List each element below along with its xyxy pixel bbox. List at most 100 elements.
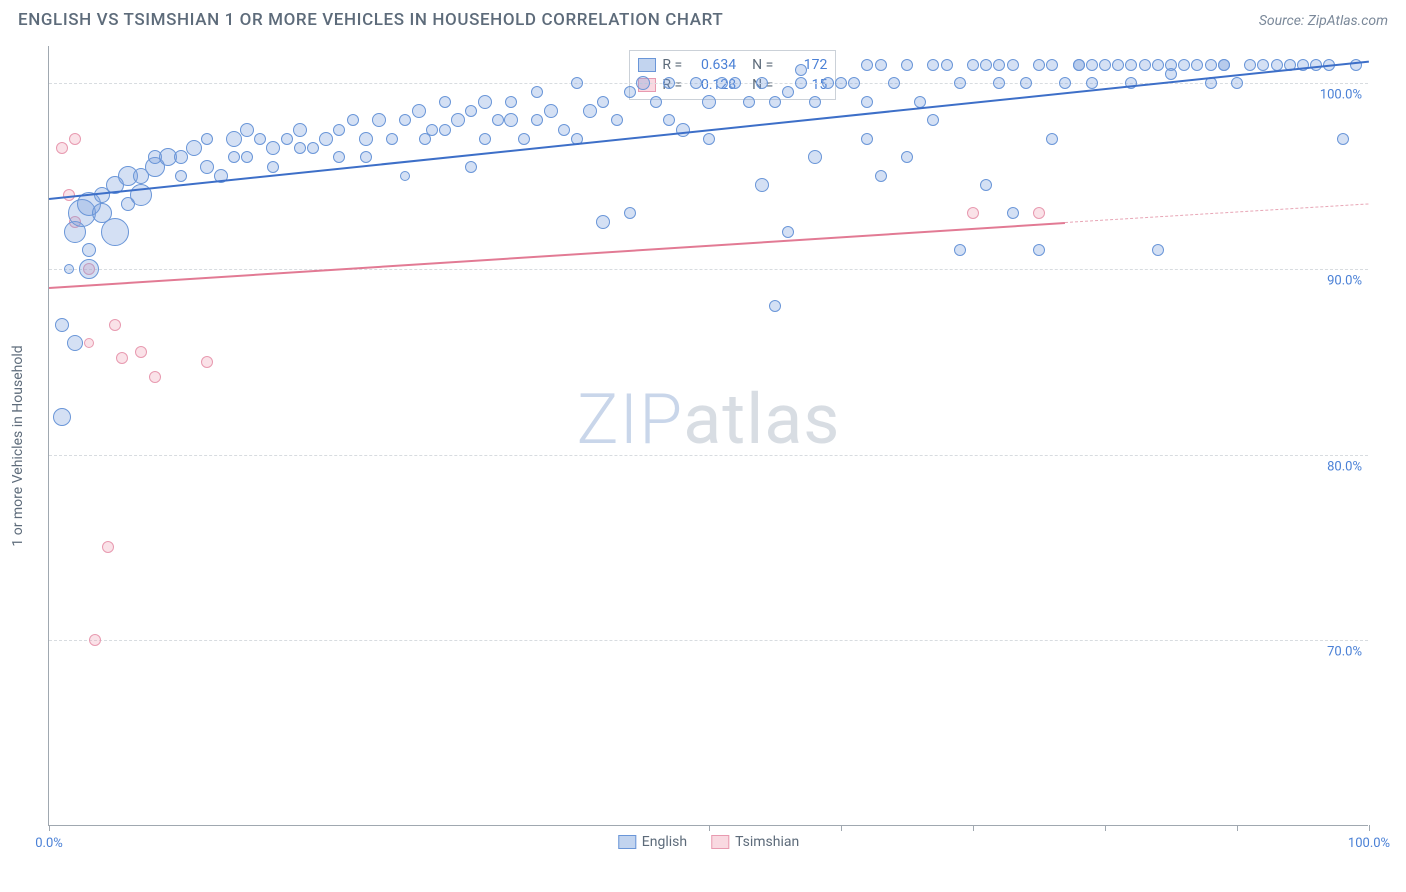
data-point — [769, 300, 781, 312]
data-point — [55, 318, 69, 332]
data-point — [558, 124, 570, 136]
data-point — [360, 151, 372, 163]
data-point — [226, 131, 242, 147]
data-point — [531, 86, 543, 98]
legend-swatch-tsimshian — [711, 835, 729, 849]
data-point — [64, 264, 74, 274]
data-point — [1231, 77, 1243, 89]
x-tick — [841, 825, 842, 831]
gridline — [49, 455, 1368, 456]
data-point — [175, 170, 187, 182]
y-tick-label: 70.0% — [1327, 645, 1362, 660]
data-point — [716, 77, 728, 89]
data-point — [967, 207, 979, 219]
data-point — [663, 114, 675, 126]
data-point — [690, 77, 702, 89]
data-point — [201, 133, 213, 145]
data-point — [980, 59, 992, 71]
data-point — [1099, 59, 1111, 71]
data-point — [624, 207, 636, 219]
data-point — [492, 114, 504, 126]
data-point — [135, 346, 147, 358]
data-point — [1152, 59, 1164, 71]
x-tick — [49, 825, 50, 831]
data-point — [1257, 59, 1269, 71]
data-point — [294, 142, 306, 154]
data-point — [597, 96, 609, 108]
data-point — [89, 634, 101, 646]
data-point — [465, 105, 477, 117]
data-point — [267, 161, 279, 173]
data-point — [79, 259, 99, 279]
legend-stats-box: R = 0.634 N = 172 R = 0.128 N = 15 — [629, 50, 836, 100]
data-point — [888, 77, 900, 89]
data-point — [254, 133, 266, 145]
data-point — [1178, 59, 1190, 71]
data-point — [240, 123, 254, 137]
data-point — [861, 96, 873, 108]
data-point — [875, 59, 887, 71]
data-point — [359, 132, 373, 146]
data-point — [782, 226, 794, 238]
data-point — [544, 104, 558, 118]
data-point — [611, 114, 623, 126]
x-tick — [1105, 825, 1106, 831]
data-point — [1086, 59, 1098, 71]
data-point — [1218, 59, 1230, 71]
data-point — [1191, 59, 1203, 71]
data-point — [84, 338, 94, 348]
y-tick-label: 90.0% — [1327, 273, 1362, 288]
gridline — [49, 269, 1368, 270]
data-point — [347, 114, 359, 126]
data-point — [319, 132, 333, 146]
data-point — [451, 113, 465, 127]
bottom-legend: EnglishTsimshian — [618, 834, 799, 850]
data-point — [1244, 59, 1256, 71]
data-point — [1152, 244, 1164, 256]
data-point — [1086, 77, 1098, 89]
data-point — [848, 77, 860, 89]
data-point — [782, 86, 794, 98]
chart-title: ENGLISH VS TSIMSHIAN 1 OR MORE VEHICLES … — [18, 10, 723, 30]
data-point — [1205, 59, 1217, 71]
legend-swatch-english — [638, 58, 656, 72]
y-tick-label: 80.0% — [1327, 459, 1362, 474]
data-point — [386, 133, 398, 145]
data-point — [504, 113, 518, 127]
x-tick — [973, 825, 974, 831]
data-point — [861, 133, 873, 145]
data-point — [149, 371, 161, 383]
legend-swatch-english — [618, 835, 636, 849]
data-point — [307, 142, 319, 154]
data-point — [809, 96, 821, 108]
data-point — [941, 59, 953, 71]
data-point — [56, 142, 68, 154]
data-point — [967, 59, 979, 71]
y-tick-label: 100.0% — [1320, 88, 1362, 103]
data-point — [266, 141, 280, 155]
data-point — [1139, 59, 1151, 71]
data-point — [993, 59, 1005, 71]
data-point — [174, 150, 188, 164]
data-point — [399, 114, 411, 126]
data-point — [1020, 77, 1032, 89]
data-point — [583, 104, 597, 118]
data-point — [109, 319, 121, 331]
legend-item-tsimshian: Tsimshian — [711, 834, 799, 850]
data-point — [1073, 59, 1085, 71]
data-point — [927, 59, 939, 71]
data-point — [795, 77, 807, 89]
gridline — [49, 640, 1368, 641]
data-point — [439, 124, 451, 136]
x-tick — [1369, 825, 1370, 831]
trend-line — [49, 222, 1066, 289]
data-point — [116, 352, 128, 364]
data-point — [1165, 59, 1177, 71]
chart-area: 1 or more Vehicles in Household ZIPatlas… — [0, 36, 1406, 856]
data-point — [1007, 207, 1019, 219]
data-point — [822, 77, 834, 89]
data-point — [241, 151, 253, 163]
data-point — [1059, 77, 1071, 89]
data-point — [993, 77, 1005, 89]
data-point — [531, 114, 543, 126]
